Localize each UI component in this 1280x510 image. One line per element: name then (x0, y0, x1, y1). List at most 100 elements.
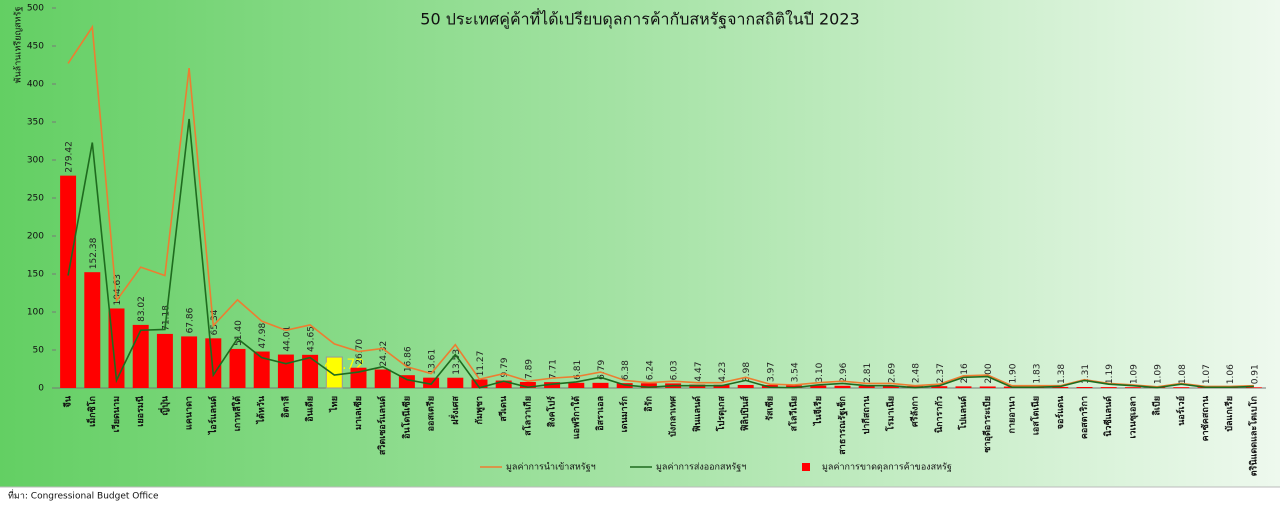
x-tick-label: แอฟริกาใต้ (570, 396, 582, 439)
x-tick-label: ปากีสถาน (861, 395, 872, 434)
bar (447, 377, 464, 388)
bar (495, 380, 512, 388)
bar (1076, 387, 1093, 388)
bar (810, 385, 827, 388)
bar (979, 386, 996, 388)
bar (423, 377, 440, 388)
bar (1100, 387, 1117, 388)
bar (156, 333, 173, 388)
value-label: 279.42 (65, 141, 75, 173)
y-tick-label: 100 (27, 308, 44, 318)
legend-label: มูลค่าการส่งออกสหรัฐฯ (656, 463, 746, 473)
x-tick-label: จีน (63, 395, 74, 408)
y-tick-label: 350 (27, 118, 44, 128)
x-tick-label: ไอร์แลนด์ (207, 396, 219, 435)
value-label: 13.61 (428, 349, 438, 375)
bar (568, 382, 585, 388)
value-label: 3.98 (742, 362, 752, 382)
bar (1124, 387, 1141, 388)
y-axis-label: พันล้านเหรียญสหรัฐ (13, 7, 24, 84)
value-label: 6.81 (573, 360, 583, 380)
x-tick-label: สวีเดน (498, 395, 509, 421)
value-label: 2.16 (960, 363, 970, 383)
x-tick-label: โปแลนด์ (957, 396, 969, 431)
bar (858, 385, 875, 388)
x-tick-label: นิการากัว (934, 396, 945, 433)
x-tick-label: สิงคโปร์ (546, 396, 558, 428)
value-label: 7.89 (524, 359, 534, 379)
value-label: 1.07 (1202, 364, 1212, 384)
value-label: 3.10 (815, 362, 825, 382)
bar (277, 354, 294, 388)
bar (786, 385, 803, 388)
bar (253, 351, 270, 388)
x-tick-label: ลิเบีย (1152, 396, 1163, 416)
x-tick-label: ตรินิแดดและโตเบโก (1247, 396, 1259, 476)
x-tick-label: เดนมาร์ก (618, 396, 630, 432)
y-tick-label: 250 (27, 194, 44, 204)
value-label: 3.97 (766, 362, 776, 382)
x-tick-label: สวิตเซอร์แลนด์ (376, 396, 388, 455)
x-tick-label: เยอรมนี (135, 395, 146, 427)
value-label: 2.48 (912, 363, 922, 383)
x-tick-label: สาธารณรัฐเช็ก (835, 396, 848, 455)
x-tick-label: สโลวีเนีย (788, 396, 800, 431)
x-tick-label: อิตาลี (280, 396, 291, 418)
x-tick-label: ฟินแลนด์ (691, 396, 703, 433)
bar (374, 369, 391, 388)
x-tick-label: เม็กซิโก (85, 396, 98, 427)
footer (0, 487, 1280, 506)
x-tick-label: อินโดนีเซีย (400, 396, 412, 439)
x-tick-label: สโลวาเกีย (521, 396, 533, 436)
value-label: 44.01 (282, 326, 292, 352)
x-tick-label: นอร์เวย์ (1175, 396, 1187, 426)
value-label: 6.38 (621, 360, 631, 380)
x-tick-label: บังกลาเทศ (668, 396, 679, 437)
bar (1052, 386, 1069, 388)
x-tick-label: เวเนซุเอลา (1128, 396, 1138, 439)
value-label: 13.53 (452, 349, 462, 375)
y-tick-label: 150 (27, 270, 44, 280)
value-label: 11.27 (476, 351, 486, 377)
value-label: 51.40 (234, 320, 244, 346)
x-tick-label: ไนจีเรีย (812, 396, 824, 426)
bar (834, 385, 851, 388)
bar (181, 336, 198, 388)
value-label: 7.71 (549, 359, 559, 379)
value-label: 104.63 (113, 274, 123, 306)
y-tick-label: 500 (27, 4, 44, 14)
chart-title: 50 ประเทศคู่ค้าที่ได้เปรียบดุลการค้ากับส… (420, 8, 859, 30)
x-tick-label: กายอานา (1007, 396, 1017, 433)
value-label: 3.54 (791, 362, 801, 382)
value-label: 9.79 (500, 357, 510, 377)
bar (229, 348, 246, 388)
value-label: 67.86 (186, 307, 196, 333)
x-tick-label: จอร์แดน (1054, 395, 1066, 429)
value-label: 6.03 (670, 360, 680, 380)
bar (471, 379, 488, 388)
value-label: 1.09 (1129, 364, 1139, 384)
bar (592, 382, 609, 388)
value-label: 65.34 (210, 309, 220, 335)
y-tick-label: 400 (27, 80, 44, 90)
value-label: 24.32 (379, 341, 389, 367)
value-label: 1.09 (1154, 364, 1164, 384)
value-label: 1.31 (1081, 364, 1091, 384)
bar (60, 175, 77, 388)
value-label: 152.38 (89, 237, 99, 269)
x-tick-label: ซาอุดีอาระเบีย (982, 396, 993, 453)
value-label: 0.91 (1250, 364, 1260, 384)
value-label: 1.08 (1178, 364, 1188, 384)
x-tick-label: มาเลเซีย (353, 396, 364, 430)
value-label: 2.37 (936, 363, 946, 383)
y-tick-label: 0 (38, 384, 44, 394)
value-label: 6.79 (597, 360, 607, 380)
bar (544, 382, 561, 388)
bar (955, 386, 972, 388)
x-tick-label: แคนาดา (185, 396, 195, 430)
bar (519, 382, 536, 388)
y-tick-label: 200 (27, 232, 44, 242)
x-tick-label: รัสเซีย (764, 396, 775, 421)
x-tick-label: เอสโตเนีย (1030, 396, 1042, 435)
